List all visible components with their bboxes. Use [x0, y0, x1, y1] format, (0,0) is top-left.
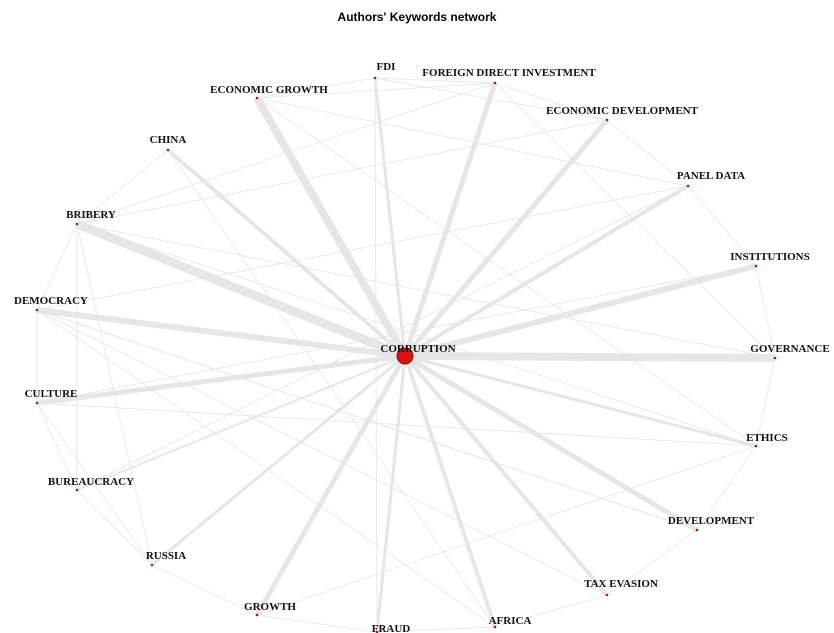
node-label: GOVERNANCE: [750, 343, 829, 355]
node-label: DEMOCRACY: [14, 295, 88, 307]
edge: [167, 149, 496, 628]
edge: [755, 265, 776, 359]
node-label: ECONOMIC DEVELOPMENT: [546, 105, 699, 117]
node: [150, 563, 154, 567]
edge: [253, 96, 409, 358]
node-label: RUSSIA: [146, 550, 186, 562]
node: [35, 308, 39, 312]
node-label: FRAUD: [372, 623, 411, 633]
edge: [36, 309, 496, 628]
node-label: CHINA: [150, 134, 187, 146]
node-label: CORRUPTION: [380, 343, 455, 355]
edge: [402, 82, 498, 357]
node: [255, 613, 259, 617]
edge: [696, 445, 757, 531]
edge: [36, 402, 757, 447]
node: [75, 488, 79, 492]
node: [396, 347, 414, 365]
edge: [256, 97, 689, 187]
edge: [254, 354, 408, 617]
node-label: DEVELOPMENT: [668, 515, 755, 527]
edge: [36, 185, 689, 311]
node-label: GROWTH: [244, 601, 296, 613]
node: [754, 444, 758, 448]
edge: [151, 564, 258, 616]
edge: [76, 489, 153, 566]
edge: [375, 355, 407, 633]
edge: [687, 185, 757, 267]
edge: [606, 119, 689, 187]
node-label: FOREIGN DIRECT INVESTMENT: [422, 67, 596, 79]
edge: [166, 148, 407, 358]
node-label: INSTITUTIONS: [730, 251, 809, 263]
node: [493, 81, 497, 85]
edge: [76, 223, 757, 447]
node: [375, 630, 379, 633]
edge: [256, 97, 757, 447]
edge: [374, 77, 496, 84]
edge: [76, 149, 169, 225]
edge: [403, 354, 609, 597]
node: [754, 264, 758, 268]
edges: [36, 77, 776, 633]
node-label: ECONOMIC GROWTH: [210, 84, 328, 96]
edge: [76, 119, 608, 225]
edge: [256, 77, 376, 99]
title: Authors' Keywords network: [338, 10, 497, 24]
node-label: BUREAUCRACY: [48, 476, 134, 488]
edge: [404, 354, 757, 448]
edge: [404, 352, 776, 362]
edge: [36, 307, 406, 359]
node-label: ETHICS: [746, 432, 788, 444]
node: [255, 96, 259, 100]
edge: [404, 263, 757, 359]
edge: [373, 77, 407, 357]
node: [605, 118, 609, 122]
edge: [36, 402, 78, 491]
edge: [403, 184, 690, 358]
edge: [494, 82, 608, 121]
edge: [151, 354, 406, 567]
edge: [755, 357, 776, 447]
edge: [36, 309, 608, 596]
edge: [403, 355, 497, 628]
edge: [376, 626, 496, 633]
node: [166, 148, 170, 152]
edge: [403, 353, 699, 533]
node-label: CULTURE: [25, 388, 78, 400]
nodes: CORRUPTION FDI FOREIGN DIRECT INVESTMENT EC…: [14, 61, 830, 633]
node: [686, 184, 690, 188]
edge: [494, 82, 776, 359]
edge: [36, 353, 406, 406]
node: [773, 356, 777, 360]
node: [35, 401, 39, 405]
edge: [256, 614, 378, 633]
edge: [36, 223, 78, 311]
node-label: PANEL DATA: [677, 170, 745, 182]
node-label: TAX EVASION: [584, 578, 658, 590]
edge: [606, 529, 698, 596]
edge: [36, 402, 153, 566]
node-label: FDI: [377, 61, 396, 73]
node: [605, 593, 609, 597]
node-label: BRIBERY: [66, 209, 116, 221]
node: [75, 222, 79, 226]
edge: [75, 219, 407, 361]
node-label: AFRICA: [489, 615, 532, 627]
node: [695, 528, 699, 532]
edge: [76, 355, 406, 491]
edge: [256, 445, 757, 616]
node: [493, 625, 497, 629]
edge: [403, 118, 609, 358]
edge: [494, 594, 608, 628]
node: [373, 76, 377, 80]
